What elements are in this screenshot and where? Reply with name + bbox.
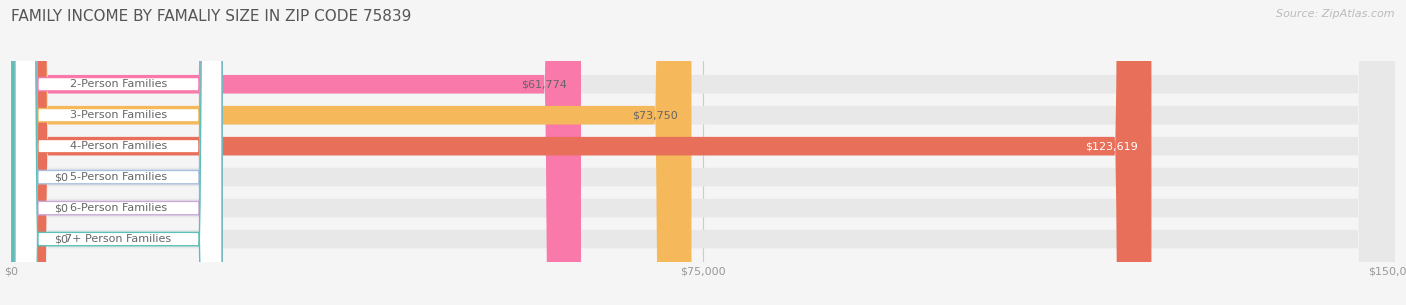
FancyBboxPatch shape	[11, 0, 1395, 305]
Text: $61,774: $61,774	[522, 79, 567, 89]
Text: 2-Person Families: 2-Person Families	[70, 79, 167, 89]
FancyBboxPatch shape	[11, 0, 1395, 305]
Text: $0: $0	[53, 172, 67, 182]
FancyBboxPatch shape	[11, 0, 37, 305]
FancyBboxPatch shape	[11, 0, 1152, 305]
Text: 7+ Person Families: 7+ Person Families	[66, 234, 172, 244]
FancyBboxPatch shape	[15, 0, 222, 305]
Text: $0: $0	[53, 203, 67, 213]
Text: $123,619: $123,619	[1085, 141, 1137, 151]
FancyBboxPatch shape	[11, 0, 37, 305]
FancyBboxPatch shape	[15, 0, 222, 305]
Text: 3-Person Families: 3-Person Families	[70, 110, 167, 120]
Text: Source: ZipAtlas.com: Source: ZipAtlas.com	[1277, 9, 1395, 19]
Text: 6-Person Families: 6-Person Families	[70, 203, 167, 213]
Text: 4-Person Families: 4-Person Families	[70, 141, 167, 151]
FancyBboxPatch shape	[15, 0, 222, 305]
FancyBboxPatch shape	[15, 0, 222, 305]
FancyBboxPatch shape	[11, 0, 1395, 305]
FancyBboxPatch shape	[11, 0, 1395, 305]
Text: $73,750: $73,750	[631, 110, 678, 120]
FancyBboxPatch shape	[11, 0, 37, 305]
FancyBboxPatch shape	[15, 0, 222, 305]
Text: FAMILY INCOME BY FAMALIY SIZE IN ZIP CODE 75839: FAMILY INCOME BY FAMALIY SIZE IN ZIP COD…	[11, 9, 412, 24]
Text: 5-Person Families: 5-Person Families	[70, 172, 167, 182]
FancyBboxPatch shape	[11, 0, 581, 305]
FancyBboxPatch shape	[15, 0, 222, 305]
FancyBboxPatch shape	[11, 0, 1395, 305]
Text: $0: $0	[53, 234, 67, 244]
FancyBboxPatch shape	[11, 0, 1395, 305]
FancyBboxPatch shape	[11, 0, 692, 305]
